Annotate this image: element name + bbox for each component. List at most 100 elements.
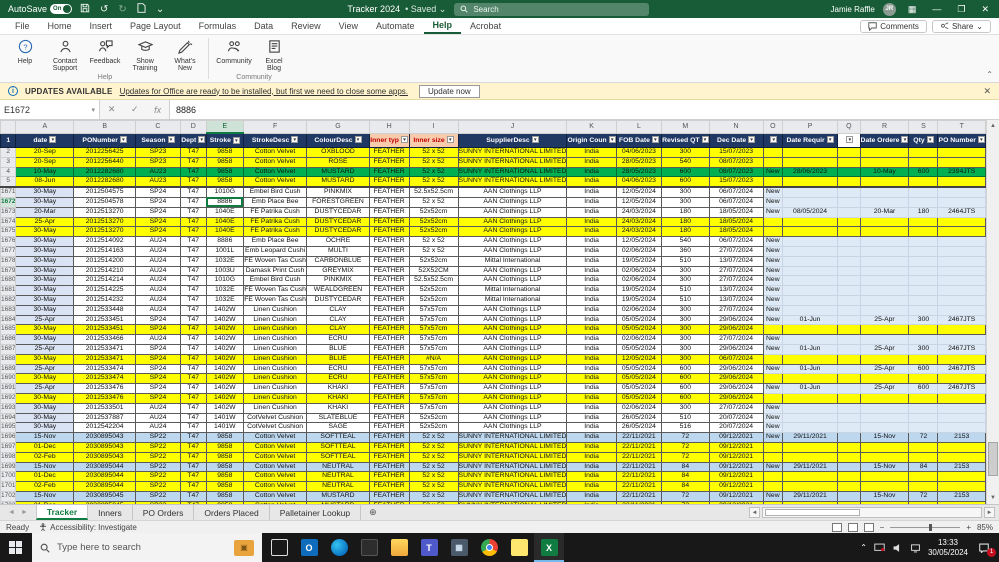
- cell[interactable]: 1402W: [205, 353, 244, 365]
- cell[interactable]: FE Woven Tas Cush: [242, 255, 308, 267]
- cell[interactable]: Linen Cushion: [242, 314, 308, 326]
- cell[interactable]: 52 x 52: [408, 147, 459, 158]
- cell[interactable]: 2012513270: [73, 226, 137, 238]
- cell[interactable]: Linen Cushion: [242, 334, 308, 345]
- cell[interactable]: 01-Jun: [782, 343, 839, 355]
- cell[interactable]: Emb Place Bee: [242, 196, 308, 208]
- cell[interactable]: AAN Clothings LLP: [457, 226, 568, 238]
- cell[interactable]: 2012514225: [73, 285, 137, 296]
- cell[interactable]: AAN Clothings LLP: [457, 324, 568, 336]
- cell[interactable]: 180: [661, 206, 710, 218]
- row-number[interactable]: 1691: [0, 383, 17, 394]
- cell[interactable]: SP23: [135, 156, 181, 168]
- restore-button[interactable]: ❐: [957, 3, 966, 14]
- cell[interactable]: CotVelvet Cushion: [242, 422, 308, 434]
- cell[interactable]: [908, 402, 939, 414]
- tab-automate[interactable]: Automate: [376, 21, 415, 31]
- cell[interactable]: 20-Mar: [15, 206, 75, 218]
- cell[interactable]: 15-Nov: [15, 490, 75, 502]
- cell[interactable]: 57x57cm: [408, 402, 459, 414]
- cell[interactable]: T47: [179, 441, 207, 453]
- formula-input[interactable]: 8886: [170, 100, 999, 119]
- cell[interactable]: 2012514214: [73, 275, 137, 287]
- cell[interactable]: 52 x 52: [408, 441, 459, 453]
- cell[interactable]: AU24: [135, 285, 181, 296]
- cell[interactable]: [859, 441, 910, 453]
- cell[interactable]: [782, 353, 839, 365]
- cell[interactable]: [782, 156, 839, 168]
- cell[interactable]: [782, 471, 839, 483]
- cell[interactable]: FORESTGREEN: [306, 196, 370, 208]
- cell[interactable]: [859, 353, 910, 365]
- cell[interactable]: 22/11/2021: [615, 461, 663, 473]
- scroll-up-icon[interactable]: ▲: [990, 123, 996, 129]
- cell[interactable]: [937, 304, 986, 316]
- cell[interactable]: 02/06/2024: [615, 334, 663, 345]
- cell[interactable]: [837, 412, 861, 424]
- cell[interactable]: India: [566, 383, 617, 394]
- cell[interactable]: India: [566, 412, 617, 424]
- community-button[interactable]: Community: [215, 37, 253, 73]
- cell[interactable]: 25-Apr: [15, 383, 75, 394]
- cell[interactable]: New: [762, 255, 784, 267]
- cell[interactable]: 600: [908, 166, 939, 178]
- cell[interactable]: 05/05/2024: [615, 343, 663, 355]
- cell[interactable]: 1402W: [205, 392, 244, 404]
- filter-icon[interactable]: ▾: [608, 136, 616, 144]
- cell[interactable]: FEATHER: [368, 275, 410, 287]
- cancel-icon[interactable]: ✕: [107, 104, 116, 114]
- cell[interactable]: New: [762, 196, 784, 208]
- cell[interactable]: [937, 285, 986, 296]
- cell[interactable]: 15-Nov: [859, 432, 910, 443]
- row-number[interactable]: 1673: [0, 206, 17, 218]
- cell[interactable]: 13/07/2024: [708, 285, 764, 296]
- cell[interactable]: 600: [661, 392, 710, 404]
- clock[interactable]: 13:33 30/05/2024: [927, 538, 968, 557]
- cell[interactable]: 540: [661, 156, 710, 168]
- row-number[interactable]: 1686: [0, 334, 17, 345]
- cell[interactable]: [908, 216, 939, 228]
- cell[interactable]: [782, 176, 839, 189]
- cell[interactable]: 06/07/2024: [708, 236, 764, 247]
- cell[interactable]: [837, 324, 861, 336]
- cell[interactable]: [837, 275, 861, 287]
- cell[interactable]: 84: [908, 461, 939, 473]
- cell[interactable]: FEATHER: [368, 226, 410, 238]
- cell[interactable]: AAN Clothings LLP: [457, 236, 568, 247]
- cell[interactable]: 300: [661, 304, 710, 316]
- cell[interactable]: T47: [179, 461, 207, 473]
- cell[interactable]: 52x52cm: [408, 294, 459, 306]
- cell[interactable]: SP22: [135, 481, 181, 492]
- cell[interactable]: Cotton Velvet: [242, 166, 308, 178]
- cell[interactable]: [937, 481, 986, 492]
- cell[interactable]: India: [566, 294, 617, 306]
- cell[interactable]: CLAY: [306, 304, 370, 316]
- cell[interactable]: 1402W: [205, 334, 244, 345]
- cell[interactable]: 2030895043: [73, 432, 137, 443]
- cell[interactable]: 510: [661, 255, 710, 267]
- cell[interactable]: 84: [661, 461, 710, 473]
- autosave-switch[interactable]: On: [50, 4, 73, 14]
- cell[interactable]: 9858: [205, 481, 244, 492]
- column-header-K[interactable]: K: [566, 120, 617, 134]
- cell[interactable]: 13/07/2024: [708, 294, 764, 306]
- cell[interactable]: [937, 402, 986, 414]
- cell[interactable]: 20-Sep: [15, 156, 75, 168]
- cell[interactable]: 52 x 52: [408, 156, 459, 168]
- cell[interactable]: 52 x 52: [408, 196, 459, 208]
- cell[interactable]: [859, 422, 910, 434]
- tab-formulas[interactable]: Formulas: [198, 21, 237, 31]
- cell[interactable]: [782, 422, 839, 434]
- cell[interactable]: 9858: [205, 441, 244, 453]
- column-header-S[interactable]: S: [908, 120, 939, 134]
- cell[interactable]: New: [762, 265, 784, 277]
- cell[interactable]: AU24: [135, 245, 181, 257]
- cell[interactable]: AAN Clothings LLP: [457, 314, 568, 326]
- cell[interactable]: 05/05/2024: [615, 363, 663, 375]
- cell[interactable]: FEATHER: [368, 196, 410, 208]
- ribbon-display-options-icon[interactable]: ▦: [907, 3, 917, 14]
- cell[interactable]: India: [566, 166, 617, 178]
- field-header-SupplierDesc[interactable]: SupplierDesc ▾: [457, 132, 568, 148]
- select-all-corner[interactable]: [0, 120, 17, 134]
- field-header-blank[interactable]: ▾: [837, 132, 861, 148]
